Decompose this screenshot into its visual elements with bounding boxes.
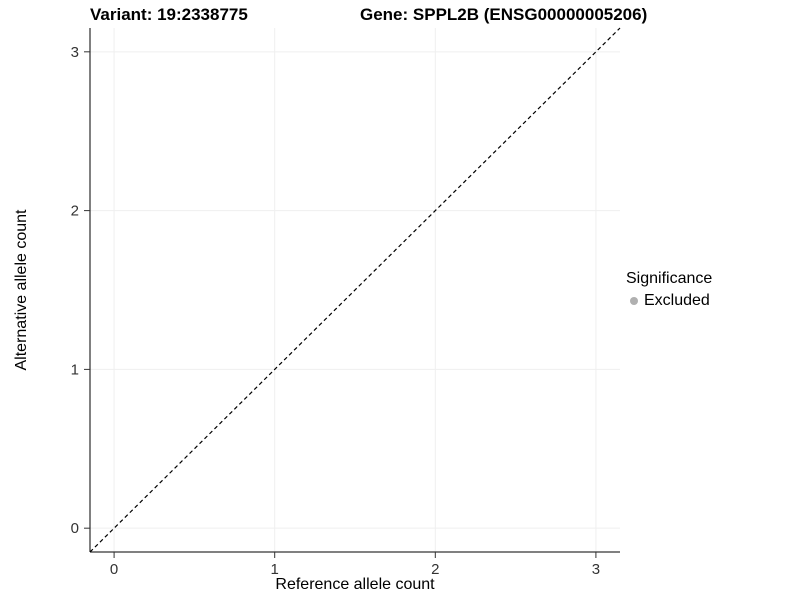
legend: Significance Excluded bbox=[626, 268, 712, 312]
svg-text:0: 0 bbox=[71, 520, 79, 537]
x-axis-label: Reference allele count bbox=[275, 576, 435, 593]
svg-text:0: 0 bbox=[110, 561, 118, 578]
svg-text:3: 3 bbox=[592, 561, 600, 578]
y-axis-label: Alternative allele count bbox=[13, 209, 30, 371]
svg-text:3: 3 bbox=[71, 44, 79, 61]
svg-text:2: 2 bbox=[431, 561, 439, 578]
variant-title: Variant: 19:2338775 bbox=[90, 5, 248, 24]
gene-title: Gene: SPPL2B (ENSG00000005206) bbox=[360, 5, 648, 24]
legend-entry-label: Excluded bbox=[644, 292, 710, 309]
legend-entry-excluded: Excluded bbox=[626, 290, 712, 312]
svg-text:1: 1 bbox=[271, 561, 279, 578]
legend-title: Significance bbox=[626, 270, 713, 287]
svg-text:2: 2 bbox=[71, 203, 79, 220]
svg-text:1: 1 bbox=[71, 361, 79, 378]
legend-point-icon bbox=[630, 297, 638, 305]
